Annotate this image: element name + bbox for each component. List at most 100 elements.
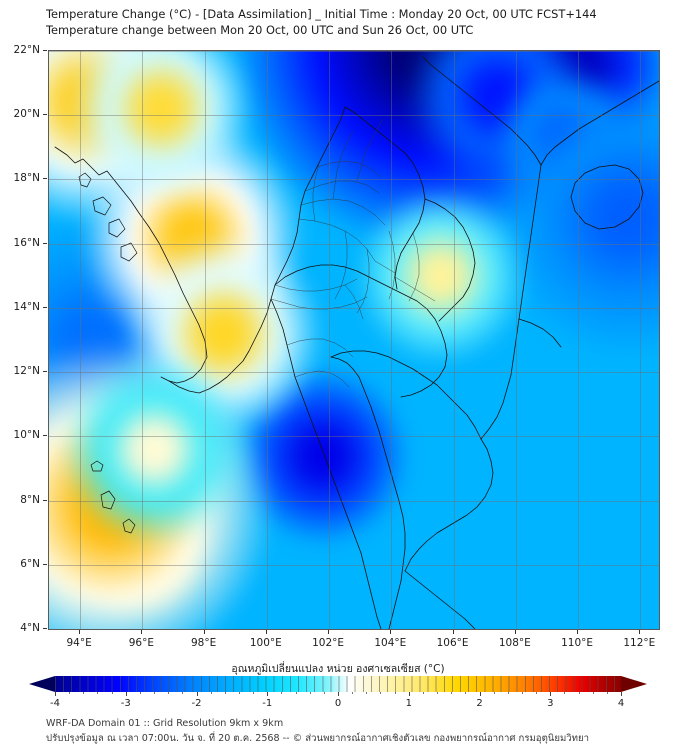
anomaly-warming-north-myanmar: [67, 51, 255, 206]
xtick-label-110: 110°E: [561, 637, 594, 649]
colorbar-minor-tick: [295, 692, 297, 694]
ytick-label-12: 12°N: [13, 365, 40, 378]
footer-line-1: WRF-DA Domain 01 :: Grid Resolution 9km …: [46, 718, 284, 729]
gridline-lon-112: [640, 51, 642, 629]
colorbar-tick-label-4: 4: [617, 698, 625, 709]
xtick-102: [328, 630, 330, 634]
map-plot-area: [48, 50, 660, 630]
ytick-14: [43, 306, 47, 308]
colorbar-minor-tick: [578, 692, 580, 694]
ytick-6: [43, 563, 47, 565]
xtick-label-104: 104°E: [374, 637, 407, 649]
gridline-lon-110: [578, 51, 580, 629]
colorbar-minor-tick: [182, 692, 184, 694]
gridline-lat-10: [49, 436, 659, 438]
colorbar-minor-tick: [366, 692, 368, 694]
colorbar-minor-tick: [224, 692, 226, 694]
colorbar-minor-tick: [592, 692, 594, 694]
xtick-98: [203, 630, 205, 634]
colorbar: อุณหภูมิเปลี่ยนแปลง หน่วย องศาเซลเซียส (…: [0, 660, 676, 709]
colorbar-minor-tick: [139, 692, 141, 694]
ytick-label-14: 14°N: [13, 300, 40, 313]
xtick-label-112: 112°E: [623, 637, 656, 649]
colorbar-gradient: [55, 676, 621, 692]
colorbar-minor-tick: [69, 692, 71, 694]
ytick-18: [43, 178, 47, 180]
ytick-label-8: 8°N: [20, 493, 40, 506]
colorbar-minor-tick: [493, 692, 495, 694]
xtick-label-102: 102°E: [312, 637, 345, 649]
xtick-104: [390, 630, 392, 634]
xtick-label-108: 108°E: [498, 637, 531, 649]
colorbar-minor-tick: [437, 692, 439, 694]
ytick-22: [43, 50, 47, 51]
colorbar-tick-label--1: -1: [262, 698, 273, 709]
ytick-label-6: 6°N: [20, 557, 40, 570]
anomaly-neutral-gulf-martaban: [61, 352, 249, 546]
colorbar-minor-tick: [154, 692, 156, 694]
footer-line-2: ปรับปรุงข้อมูล ณ เวลา 07:00น. วัน จ. ที่…: [46, 733, 590, 744]
colorbar-minor-tick: [210, 692, 212, 694]
colorbar-tick-label-3: 3: [547, 698, 554, 709]
ytick-label-22: 22°N: [13, 44, 40, 56]
colorbar-high-cap-icon: [621, 676, 647, 692]
colorbar-minor-tick: [394, 692, 396, 694]
ytick-10: [43, 435, 47, 437]
temperature-anomaly-field: [49, 51, 659, 629]
colorbar-minor-tick: [422, 692, 424, 694]
colorbar-minor-tick: [380, 692, 382, 694]
colorbar-tick-2: [479, 692, 481, 696]
xtick-108: [514, 630, 516, 634]
xtick-96: [141, 630, 143, 634]
title-line-1: Temperature Change (°C) - [Data Assimila…: [46, 7, 597, 21]
xtick-94: [79, 630, 81, 634]
colorbar-minor-tick: [521, 692, 523, 694]
xtick-label-100: 100°E: [249, 637, 282, 649]
coastline-overlay: [54, 56, 659, 629]
colorbar-minor-tick: [465, 692, 467, 694]
ytick-8: [43, 499, 47, 501]
ytick-20: [43, 114, 47, 116]
colorbar-minor-tick: [564, 692, 566, 694]
xtick-label-96: 96°E: [128, 637, 154, 649]
colorbar-minor-tick: [238, 692, 240, 694]
xtick-112: [639, 630, 641, 634]
colorbar-low-cap-icon: [29, 676, 55, 692]
gridline-lon-104: [391, 51, 393, 629]
colorbar-minor-tick: [168, 692, 170, 694]
colorbar-tick-0: [338, 692, 339, 696]
colorbar-minor-tick: [83, 692, 85, 694]
gridline-lon-100: [266, 51, 268, 629]
temperature-change-map: 94°E 96°E 98°E 100°E 102°E 104°E 106°E 108°E 110…: [14, 44, 660, 649]
ytick-4: [43, 628, 47, 629]
anomaly-warming-central-vietnam: [354, 185, 529, 366]
ytick-label-10: 10°N: [13, 429, 40, 442]
chart-title-block: Temperature Change (°C) - [Data Assimila…: [46, 6, 666, 38]
colorbar-minor-tick: [97, 692, 99, 694]
ytick-label-18: 18°N: [13, 172, 40, 185]
colorbar-minor-tick: [309, 692, 311, 694]
ytick-label-20: 20°N: [13, 108, 40, 121]
colorbar-tick-3: [550, 692, 552, 696]
colorbar-minor-tick: [281, 692, 283, 694]
ytick-12: [43, 371, 47, 373]
colorbar-minor-tick: [606, 692, 608, 694]
colorbar-minor-tick: [536, 692, 538, 694]
gridline-lat-18: [49, 179, 659, 181]
xtick-label-94: 94°E: [66, 637, 92, 649]
ytick-label-4: 4°N: [20, 622, 40, 634]
gridline-lat-22: [49, 51, 659, 52]
gridline-lat-20: [49, 115, 659, 117]
gridline-lon-106: [453, 51, 455, 629]
gridline-lat-14: [49, 307, 659, 309]
colorbar-minor-tick: [451, 692, 453, 694]
colorbar-body: -4 -3 -2 -1 0 1 2 3 4: [29, 676, 647, 709]
ytick-16: [43, 242, 47, 244]
colorbar-tick--2: [196, 692, 198, 696]
colorbar-title: อุณหภูมิเปลี่ยนแปลง หน่วย องศาเซลเซียส (…: [231, 663, 445, 675]
colorbar-tick-label-0: 0: [334, 698, 342, 709]
colorbar-tick-label-2: 2: [476, 698, 483, 709]
colorbar-tick-label--4: -4: [50, 698, 60, 709]
gridline-lat-16: [49, 243, 659, 245]
gridline-lon-96: [142, 51, 144, 629]
